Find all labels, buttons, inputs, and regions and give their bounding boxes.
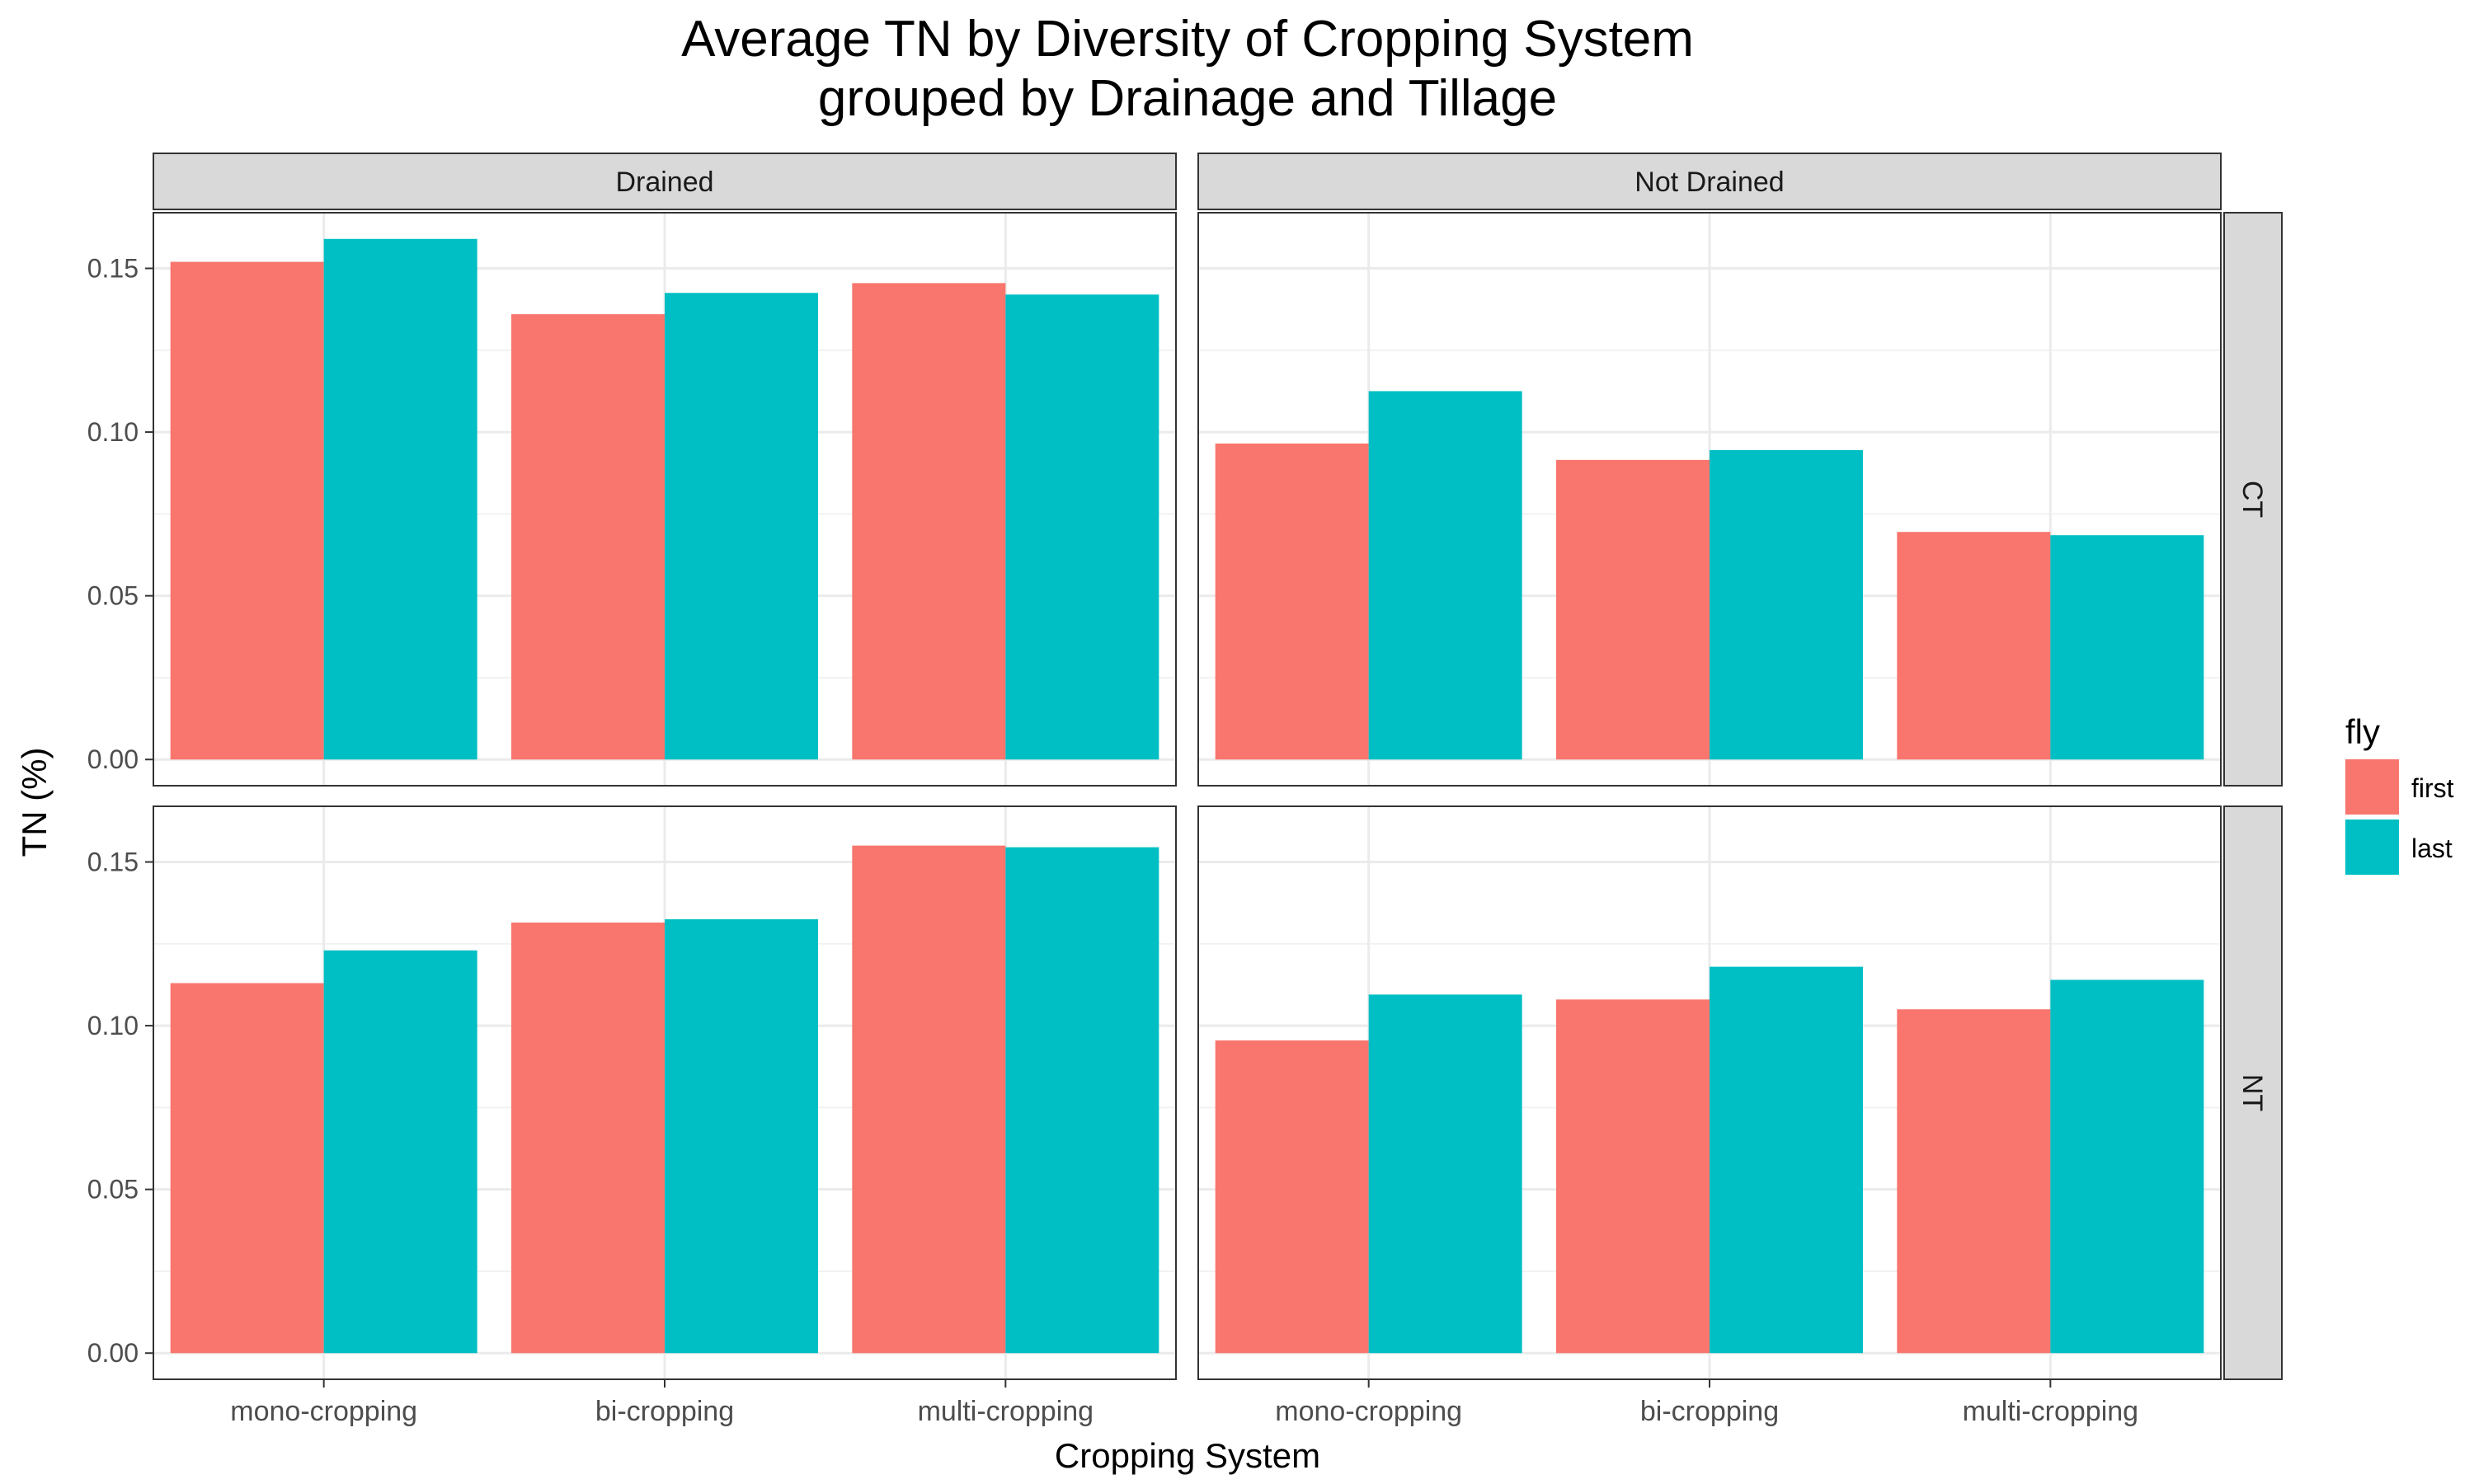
- bar-not-drained-ct-multi-cropping-last: [2050, 535, 2204, 760]
- bar-not-drained-nt-bi-cropping-last: [1710, 966, 1863, 1354]
- strip-background: [1197, 153, 2222, 210]
- legend-key-first: [2345, 759, 2399, 815]
- bar-drained-ct-mono-cropping-first: [170, 261, 324, 760]
- y-tick-label: 0.15: [87, 254, 139, 284]
- bar-drained-nt-mono-cropping-first: [170, 983, 324, 1354]
- legend-title: fly: [2345, 712, 2380, 751]
- bar-drained-nt-multi-cropping-first: [852, 845, 1006, 1354]
- bar-drained-nt-multi-cropping-last: [1005, 847, 1159, 1354]
- y-tick-label: 0.05: [87, 581, 139, 611]
- bar-not-drained-ct-bi-cropping-last: [1710, 449, 1863, 760]
- legend: fly first last: [2345, 712, 2454, 875]
- y-tick-label: 0.15: [87, 848, 139, 877]
- strip-background: [2223, 212, 2283, 787]
- x-tick-label-mono-cropping: mono-cropping: [1275, 1396, 1462, 1427]
- bar-not-drained-ct-bi-cropping-first: [1556, 459, 1710, 760]
- x-tick-label-bi-cropping: bi-cropping: [1640, 1396, 1779, 1427]
- strip-not-drained: Not Drained: [1197, 153, 2222, 210]
- strip-ct: CT: [2223, 212, 2283, 787]
- bar-not-drained-ct-multi-cropping-first: [1897, 532, 2051, 760]
- bar-not-drained-nt-mono-cropping-last: [1368, 994, 1522, 1354]
- panel-border: [1197, 212, 2222, 787]
- legend-item-last: last: [2345, 819, 2453, 875]
- legend-key-last: [2345, 819, 2399, 875]
- panel-not-drained-nt: mono-cropping bi-cropping multi-cropping: [1197, 805, 2222, 1427]
- strip-drained: Drained: [153, 153, 1177, 210]
- strip-background: [2223, 805, 2283, 1380]
- strip-label-ct: CT: [2236, 481, 2268, 518]
- chart-subtitle: grouped by Drainage and Tillage: [818, 70, 1557, 127]
- x-axis-label: Cropping System: [1055, 1436, 1320, 1475]
- strip-label-nt: NT: [2236, 1074, 2268, 1111]
- y-axis-label: TN (%): [15, 748, 54, 857]
- bar-not-drained-nt-bi-cropping-first: [1556, 999, 1710, 1354]
- x-tick-label-bi-cropping: bi-cropping: [595, 1396, 734, 1427]
- bar-not-drained-ct-mono-cropping-last: [1368, 391, 1522, 760]
- chart-title: Average TN by Diversity of Cropping Syst…: [681, 11, 1694, 68]
- bar-not-drained-ct-mono-cropping-first: [1215, 443, 1369, 760]
- bar-not-drained-nt-mono-cropping-first: [1215, 1040, 1369, 1354]
- bar-drained-nt-bi-cropping-first: [511, 922, 665, 1354]
- bar-drained-ct-bi-cropping-first: [511, 314, 665, 760]
- legend-item-first: first: [2345, 759, 2454, 815]
- strip-label-not-drained: Not Drained: [1634, 167, 1784, 198]
- y-tick-label: 0.10: [87, 417, 139, 447]
- y-tick-label: 0.00: [87, 744, 139, 774]
- y-tick-label: 0.10: [87, 1011, 139, 1040]
- x-tick-label-multi-cropping: multi-cropping: [1963, 1396, 2139, 1427]
- bar-not-drained-nt-multi-cropping-first: [1897, 1009, 2051, 1354]
- y-tick-label: 0.00: [87, 1338, 139, 1368]
- panel-border: [153, 212, 1177, 787]
- legend-label-first: first: [2411, 773, 2454, 803]
- strip-label-drained: Drained: [615, 167, 713, 198]
- bar-drained-ct-multi-cropping-last: [1005, 294, 1159, 760]
- bar-drained-ct-bi-cropping-last: [665, 293, 818, 760]
- strip-nt: NT: [2223, 805, 2283, 1380]
- bar-drained-nt-bi-cropping-last: [665, 919, 818, 1354]
- y-tick-label: 0.05: [87, 1175, 139, 1205]
- strip-background: [153, 153, 1177, 210]
- bar-drained-nt-mono-cropping-last: [323, 950, 477, 1354]
- panel-not-drained-ct: [1197, 212, 2222, 787]
- legend-label-last: last: [2411, 834, 2453, 863]
- bar-drained-ct-mono-cropping-last: [323, 238, 477, 760]
- x-tick-label-mono-cropping: mono-cropping: [230, 1396, 417, 1427]
- panel-drained-ct: 0.00 0.05 0.10 0.15: [87, 212, 1177, 787]
- bar-drained-ct-multi-cropping-first: [852, 283, 1006, 760]
- bar-not-drained-nt-multi-cropping-last: [2050, 979, 2204, 1354]
- panel-drained-nt: 0.00 0.05 0.10 0.15 mono-cropping bi-cropping…: [87, 805, 1177, 1427]
- x-tick-label-multi-cropping: multi-cropping: [918, 1396, 1094, 1427]
